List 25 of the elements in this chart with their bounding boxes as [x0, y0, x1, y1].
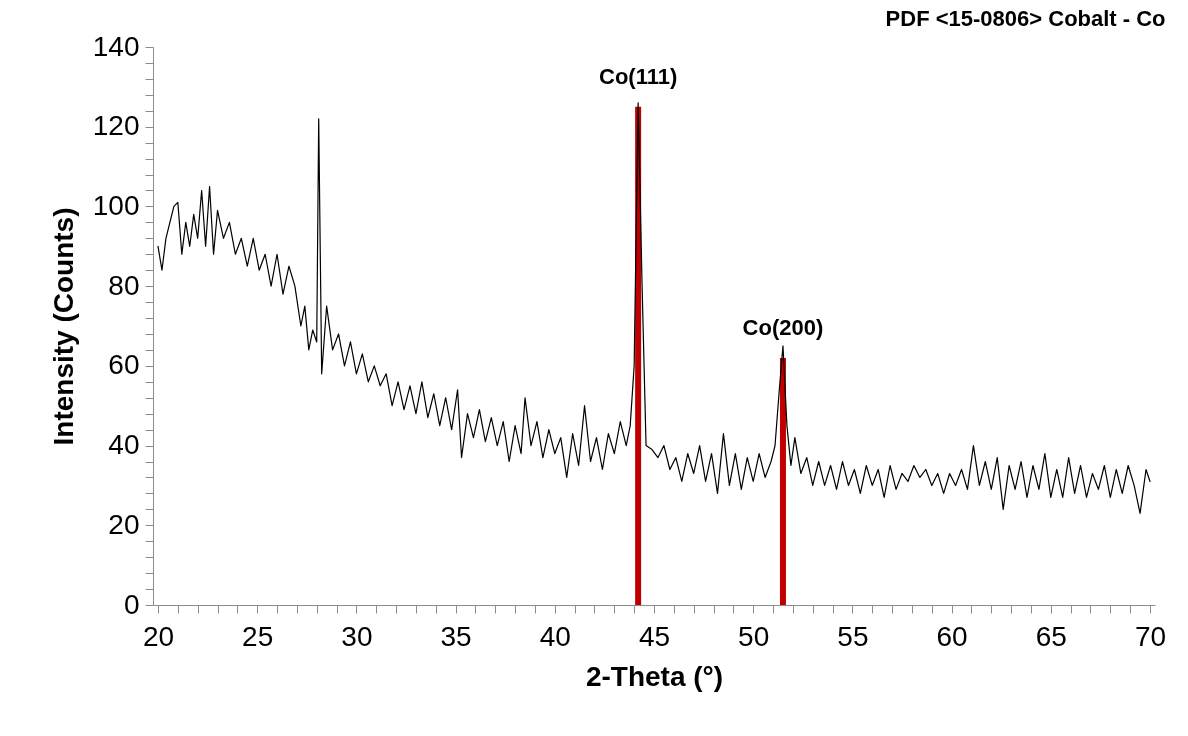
x-tick-label: 45: [638, 620, 671, 652]
annotation: Co(200): [742, 314, 824, 340]
line-series: [157, 102, 1151, 514]
x-tick-label: 25: [242, 620, 274, 652]
x-tick-label: 70: [1134, 620, 1167, 652]
x-tick-label: 20: [142, 620, 175, 652]
y-tick-label: 140: [92, 30, 140, 62]
x-tick-label: 60: [936, 620, 968, 652]
x-tick-label: 30: [341, 620, 373, 652]
x-tick-label: 50: [738, 620, 770, 652]
y-tick-label: 60: [108, 349, 140, 381]
y-tick-label: 100: [92, 189, 140, 221]
y-tick-label: 0: [123, 588, 140, 620]
y-tick-label: 20: [108, 508, 140, 540]
annotation: Co(111): [599, 63, 678, 89]
chart-title: PDF <15-0806> Cobalt - Co: [885, 6, 1166, 31]
x-tick-label: 40: [539, 620, 571, 652]
y-axis-title: Intensity (Counts): [47, 207, 79, 446]
y-tick-label: 120: [92, 110, 140, 142]
x-axis-title: 2-Theta (°): [585, 660, 724, 692]
x-tick-label: 65: [1035, 620, 1067, 652]
x-tick-label: 35: [440, 620, 472, 652]
y-tick-label: 80: [108, 269, 140, 301]
y-tick-label: 40: [108, 429, 140, 461]
x-tick-label: 55: [837, 620, 869, 652]
